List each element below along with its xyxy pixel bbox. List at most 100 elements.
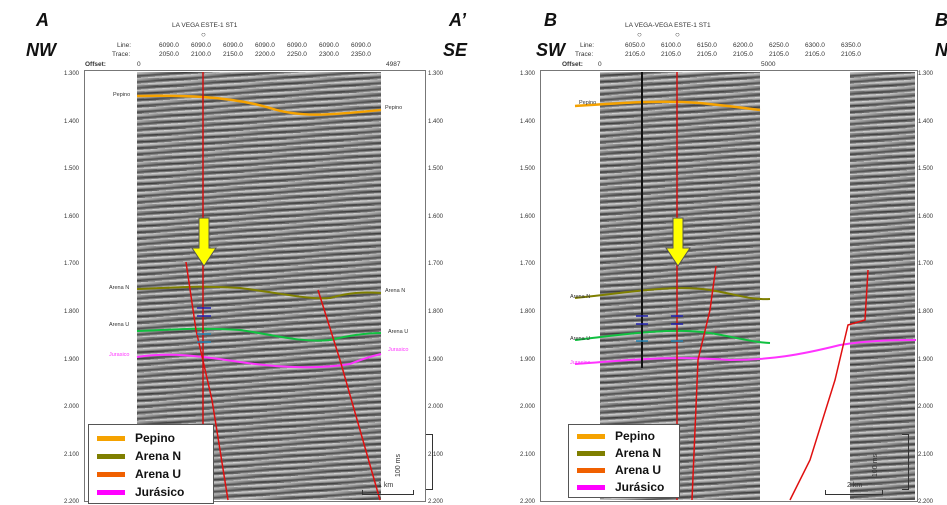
time-tick-label: 1.500 bbox=[520, 166, 536, 173]
legend-label: Jurásico bbox=[615, 480, 665, 494]
time-tick-label: 1.400 bbox=[520, 118, 536, 125]
time-tick-label: 1.900 bbox=[520, 356, 536, 363]
trace-value: 2250.0 bbox=[287, 51, 307, 58]
legend-swatch bbox=[97, 472, 125, 477]
scale-label-time: 100 ms bbox=[394, 454, 402, 477]
corner-label-b: B bbox=[544, 10, 557, 30]
time-tick-label: 1.700 bbox=[918, 261, 934, 268]
horizon-jurasico bbox=[574, 339, 917, 365]
trace-value: 2105.0 bbox=[769, 51, 789, 58]
horizon-label-arena-n-right: Arena N bbox=[385, 288, 406, 294]
line-value: 6090.0 bbox=[287, 42, 307, 49]
legend-swatch bbox=[577, 451, 605, 456]
interpretation-overlay-b bbox=[574, 72, 917, 501]
legend-label: Pepino bbox=[135, 431, 176, 445]
line-value: 6090.0 bbox=[351, 42, 371, 49]
horizon-jurasico bbox=[136, 353, 382, 369]
time-tick-label: 1.400 bbox=[428, 118, 444, 125]
horizon-label-jurasico: Jurasico bbox=[109, 352, 130, 358]
offset-header: Offset: bbox=[85, 61, 106, 68]
horizon-pepino bbox=[136, 94, 382, 116]
line-value: 6090.0 bbox=[255, 42, 275, 49]
time-tick-label: 1.700 bbox=[428, 261, 444, 268]
scale-label-distance: 2 km bbox=[847, 482, 863, 489]
horizon-label-pepino: Pepino bbox=[579, 100, 597, 106]
legend-a: Pepino Arena N Arena U Jurásico bbox=[88, 424, 214, 504]
trace-value: 2050.0 bbox=[159, 51, 179, 58]
time-tick-label: 2.000 bbox=[428, 404, 444, 411]
trace-value: 2200.0 bbox=[255, 51, 275, 58]
line-value: 6090.0 bbox=[223, 42, 243, 49]
horizon-label-pepino-right: Pepino bbox=[385, 105, 403, 111]
horizon-label-arena-u: Arena U bbox=[109, 322, 130, 328]
seismic-section-b-left bbox=[600, 72, 760, 500]
horizon-arena-u bbox=[136, 327, 382, 342]
offset-start: 0 bbox=[598, 61, 602, 68]
legend-label: Arena U bbox=[615, 463, 662, 477]
time-tick-label: 2.200 bbox=[918, 499, 934, 505]
horizon-label-pepino: Pepino bbox=[113, 92, 131, 98]
legend-swatch bbox=[577, 468, 605, 473]
time-tick-label: 1.500 bbox=[428, 166, 444, 173]
corner-label-n: N bbox=[935, 40, 947, 60]
time-tick-label: 1.500 bbox=[918, 166, 934, 173]
time-tick-label: 1.300 bbox=[64, 71, 80, 77]
horizon-label-jurasico: Jurasico bbox=[570, 360, 591, 366]
trace-value: 2300.0 bbox=[319, 51, 339, 58]
panel-a: A NW A’ SE LA VEGA ESTE-1 ST1 ○ Line: Tr… bbox=[0, 0, 470, 505]
time-tick-label: 1.600 bbox=[520, 213, 536, 220]
time-tick-label: 1.800 bbox=[520, 309, 536, 315]
trace-header: Trace: bbox=[112, 51, 131, 58]
scale-bar-distance bbox=[825, 490, 883, 495]
time-tick-label: 2.100 bbox=[918, 451, 934, 458]
scale-label-distance: 1 km bbox=[378, 482, 394, 489]
seismic-section-b-right bbox=[850, 72, 915, 500]
corner-label-b-right: B bbox=[935, 10, 947, 30]
fault-line-1 bbox=[691, 265, 717, 501]
legend-label: Jurásico bbox=[135, 485, 185, 499]
corner-label-a: A bbox=[36, 10, 49, 30]
horizon-pepino bbox=[574, 100, 761, 112]
line-value: 6090.0 bbox=[319, 42, 339, 49]
horizon-arena-u bbox=[574, 329, 771, 344]
trace-value: 2105.0 bbox=[841, 51, 861, 58]
trace-value: 2105.0 bbox=[625, 51, 645, 58]
line-value: 6350.0 bbox=[841, 42, 861, 49]
line-value: 6050.0 bbox=[625, 42, 645, 49]
arrow-icon bbox=[665, 217, 691, 267]
trace-value: 2105.0 bbox=[697, 51, 717, 58]
time-tick-label: 1.500 bbox=[64, 166, 80, 173]
time-tick-label: 1.900 bbox=[64, 356, 80, 363]
legend-label: Pepino bbox=[615, 429, 656, 443]
time-tick-label: 1.600 bbox=[918, 213, 934, 220]
interpretation-overlay-a bbox=[136, 72, 382, 501]
legend-swatch bbox=[97, 490, 125, 495]
well-symbol: ○ bbox=[637, 30, 642, 39]
time-tick-label: 2.200 bbox=[64, 499, 80, 505]
scale-bar-distance bbox=[362, 490, 414, 495]
corner-label-nw: NW bbox=[26, 40, 56, 60]
scale-bar-time bbox=[426, 434, 433, 490]
horizon-label-arena-n: Arena N bbox=[570, 294, 591, 300]
corner-label-a-prime: A’ bbox=[449, 10, 467, 30]
time-tick-label: 1.800 bbox=[64, 309, 80, 315]
time-tick-label: 1.900 bbox=[918, 356, 934, 363]
offset-mid: 5000 bbox=[761, 61, 776, 68]
horizon-arena-n bbox=[574, 287, 771, 301]
trace-value: 2105.0 bbox=[661, 51, 681, 58]
offset-start: 0 bbox=[137, 61, 141, 68]
time-tick-label: 2.100 bbox=[428, 451, 444, 458]
trace-value: 2100.0 bbox=[191, 51, 211, 58]
well-symbol: ○ bbox=[201, 30, 206, 39]
time-tick-label: 1.400 bbox=[64, 118, 80, 125]
legend-swatch bbox=[577, 434, 605, 439]
line-value: 6100.0 bbox=[661, 42, 681, 49]
time-tick-label: 2.000 bbox=[918, 404, 934, 411]
time-tick-label: 1.900 bbox=[428, 356, 444, 363]
time-tick-label: 1.800 bbox=[428, 309, 444, 315]
time-tick-label: 1.700 bbox=[64, 261, 80, 268]
arrow-icon bbox=[191, 217, 217, 267]
horizon-arena-n bbox=[136, 285, 382, 300]
well-name: LA VEGA-VEGA ESTE-1 ST1 bbox=[625, 22, 711, 29]
horizon-label-arena-n: Arena N bbox=[109, 285, 130, 291]
